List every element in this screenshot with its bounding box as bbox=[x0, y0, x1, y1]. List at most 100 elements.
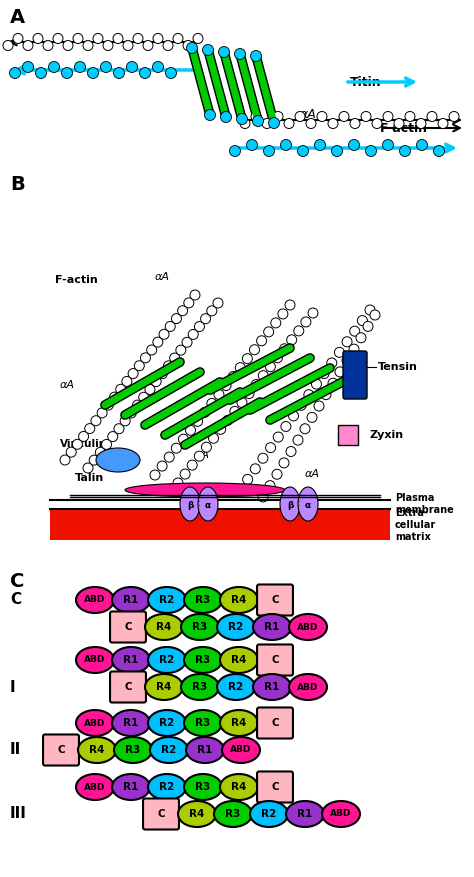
Bar bbox=[50, 510, 390, 540]
Circle shape bbox=[265, 481, 275, 490]
Circle shape bbox=[103, 40, 113, 51]
Circle shape bbox=[202, 45, 213, 55]
Circle shape bbox=[190, 290, 200, 300]
Ellipse shape bbox=[112, 647, 150, 673]
Circle shape bbox=[62, 68, 73, 79]
Circle shape bbox=[242, 353, 252, 364]
Text: αA: αA bbox=[305, 469, 320, 479]
Text: R1: R1 bbox=[264, 622, 280, 632]
Circle shape bbox=[164, 453, 174, 462]
Circle shape bbox=[209, 433, 219, 443]
Text: R2: R2 bbox=[159, 782, 174, 792]
Circle shape bbox=[114, 424, 124, 434]
Circle shape bbox=[171, 443, 182, 453]
Ellipse shape bbox=[253, 614, 291, 640]
Text: R4: R4 bbox=[231, 782, 246, 792]
Circle shape bbox=[194, 322, 204, 332]
Ellipse shape bbox=[250, 801, 288, 827]
Text: αA: αA bbox=[195, 450, 210, 460]
FancyBboxPatch shape bbox=[257, 708, 293, 738]
Circle shape bbox=[173, 478, 183, 488]
Circle shape bbox=[33, 33, 43, 44]
Text: R4: R4 bbox=[189, 809, 205, 819]
Text: Plasma
membrane: Plasma membrane bbox=[395, 493, 454, 515]
Text: ABD: ABD bbox=[84, 655, 106, 665]
Circle shape bbox=[308, 308, 318, 318]
Circle shape bbox=[394, 118, 404, 129]
Circle shape bbox=[293, 435, 303, 446]
Circle shape bbox=[53, 33, 63, 44]
Circle shape bbox=[289, 411, 299, 421]
Circle shape bbox=[273, 432, 283, 442]
Circle shape bbox=[122, 376, 132, 387]
Text: R4: R4 bbox=[156, 622, 172, 632]
Ellipse shape bbox=[253, 674, 291, 700]
Circle shape bbox=[108, 431, 118, 442]
Circle shape bbox=[73, 33, 83, 44]
Text: R4: R4 bbox=[231, 595, 246, 605]
Circle shape bbox=[264, 146, 274, 156]
Circle shape bbox=[273, 111, 283, 122]
Circle shape bbox=[146, 345, 157, 355]
Ellipse shape bbox=[76, 587, 114, 613]
Circle shape bbox=[285, 300, 295, 310]
Circle shape bbox=[170, 353, 180, 363]
Circle shape bbox=[153, 61, 164, 73]
Circle shape bbox=[165, 68, 176, 79]
Text: F-actin: F-actin bbox=[55, 275, 98, 285]
Circle shape bbox=[184, 298, 194, 308]
Text: R4: R4 bbox=[231, 655, 246, 665]
Circle shape bbox=[319, 368, 329, 379]
Circle shape bbox=[250, 51, 262, 61]
Text: R1: R1 bbox=[123, 782, 138, 792]
FancyBboxPatch shape bbox=[257, 645, 293, 675]
Text: F-actin: F-actin bbox=[380, 122, 428, 134]
Ellipse shape bbox=[178, 801, 216, 827]
Circle shape bbox=[363, 321, 373, 332]
Text: R2: R2 bbox=[161, 745, 177, 755]
Circle shape bbox=[93, 33, 103, 44]
Text: II: II bbox=[10, 743, 21, 758]
Text: :: : bbox=[198, 500, 201, 509]
Text: α: α bbox=[305, 501, 311, 510]
Circle shape bbox=[427, 111, 437, 122]
Circle shape bbox=[178, 434, 189, 445]
Circle shape bbox=[22, 61, 34, 73]
Circle shape bbox=[314, 401, 324, 411]
Circle shape bbox=[328, 118, 338, 129]
Circle shape bbox=[128, 368, 138, 379]
Circle shape bbox=[123, 40, 133, 51]
Circle shape bbox=[48, 61, 60, 73]
Text: Talin: Talin bbox=[75, 473, 104, 483]
Text: C: C bbox=[57, 745, 65, 755]
Ellipse shape bbox=[181, 614, 219, 640]
Circle shape bbox=[237, 397, 247, 408]
Circle shape bbox=[150, 470, 160, 480]
FancyBboxPatch shape bbox=[143, 798, 179, 830]
Text: R4: R4 bbox=[231, 718, 246, 728]
Circle shape bbox=[342, 337, 352, 346]
Text: R2: R2 bbox=[159, 718, 174, 728]
Circle shape bbox=[173, 33, 183, 44]
Circle shape bbox=[139, 392, 149, 403]
Circle shape bbox=[228, 372, 238, 381]
Circle shape bbox=[36, 68, 46, 79]
Ellipse shape bbox=[112, 587, 150, 613]
Text: ABD: ABD bbox=[330, 809, 352, 818]
Circle shape bbox=[356, 332, 366, 343]
Text: C: C bbox=[10, 572, 24, 591]
Circle shape bbox=[271, 317, 281, 328]
Ellipse shape bbox=[76, 647, 114, 673]
Circle shape bbox=[133, 400, 143, 410]
Circle shape bbox=[370, 310, 380, 320]
Text: R3: R3 bbox=[126, 745, 141, 755]
Ellipse shape bbox=[76, 774, 114, 800]
Text: III: III bbox=[10, 807, 27, 822]
Circle shape bbox=[278, 309, 288, 319]
Circle shape bbox=[361, 111, 371, 122]
Circle shape bbox=[304, 389, 314, 400]
Text: αA: αA bbox=[60, 380, 75, 390]
Circle shape bbox=[153, 337, 163, 347]
Circle shape bbox=[230, 406, 240, 417]
Circle shape bbox=[43, 40, 53, 51]
